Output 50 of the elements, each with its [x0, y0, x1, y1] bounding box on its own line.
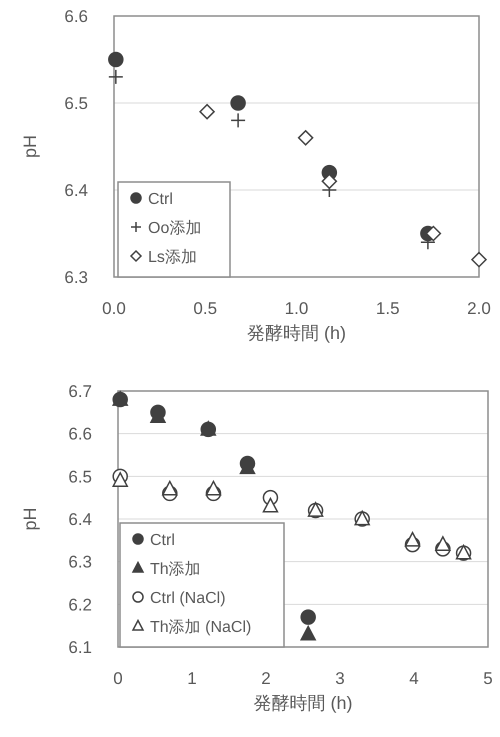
point — [404, 532, 420, 547]
y-tick-label: 6.4 — [68, 510, 92, 529]
legend-label: Ctrl (NaCl) — [150, 590, 226, 607]
point — [298, 130, 314, 146]
y-tick-label: 6.3 — [64, 268, 88, 287]
point — [206, 480, 222, 496]
y-tick-label: 6.1 — [68, 638, 92, 657]
point — [322, 174, 338, 190]
x-tick-label: 0.0 — [102, 299, 126, 318]
y-tick-label: 6.5 — [64, 94, 88, 113]
x-tick-label: 2.0 — [467, 299, 491, 318]
y-axis-title: pH — [20, 134, 40, 158]
point — [230, 112, 246, 128]
legend-label: Ctrl — [150, 532, 175, 549]
legend-label: Ls添加 — [148, 248, 197, 266]
point — [230, 95, 246, 111]
x-tick-label: 5 — [483, 669, 493, 688]
y-tick-label: 6.4 — [64, 181, 88, 200]
x-tick-label: 1.5 — [376, 299, 400, 318]
legend-label: Oo添加 — [148, 219, 202, 237]
x-tick-label: 0 — [113, 669, 123, 688]
x-axis-title: 発酵時間 (h) — [247, 323, 346, 343]
y-tick-label: 6.3 — [68, 552, 92, 572]
point — [426, 226, 442, 242]
point — [300, 609, 316, 625]
point — [471, 252, 487, 268]
legend-label: Th添加 (NaCl) — [150, 618, 252, 636]
x-tick-label: 3 — [335, 669, 345, 688]
point — [262, 498, 278, 513]
y-tick-label: 6.7 — [68, 382, 92, 401]
point — [199, 104, 215, 120]
point — [108, 52, 124, 68]
point — [300, 626, 316, 641]
y-tick-label: 6.2 — [68, 595, 92, 614]
legend-label: Ctrl — [148, 191, 173, 208]
y-axis-title: pH — [20, 507, 40, 531]
x-tick-label: 1 — [187, 669, 197, 688]
point — [162, 480, 178, 496]
x-tick-label: 0.5 — [193, 299, 218, 318]
point — [108, 69, 124, 85]
x-tick-label: 4 — [409, 669, 419, 688]
point — [435, 536, 451, 551]
x-tick-label: 2 — [261, 669, 271, 688]
x-tick-label: 1.0 — [284, 299, 308, 318]
y-tick-label: 6.6 — [68, 424, 92, 444]
y-tick-label: 6.5 — [68, 467, 92, 486]
point — [112, 472, 128, 487]
y-tick-label: 6.6 — [64, 7, 88, 26]
x-axis-title: 発酵時間 (h) — [254, 693, 352, 713]
legend-label: Th添加 — [150, 560, 201, 578]
